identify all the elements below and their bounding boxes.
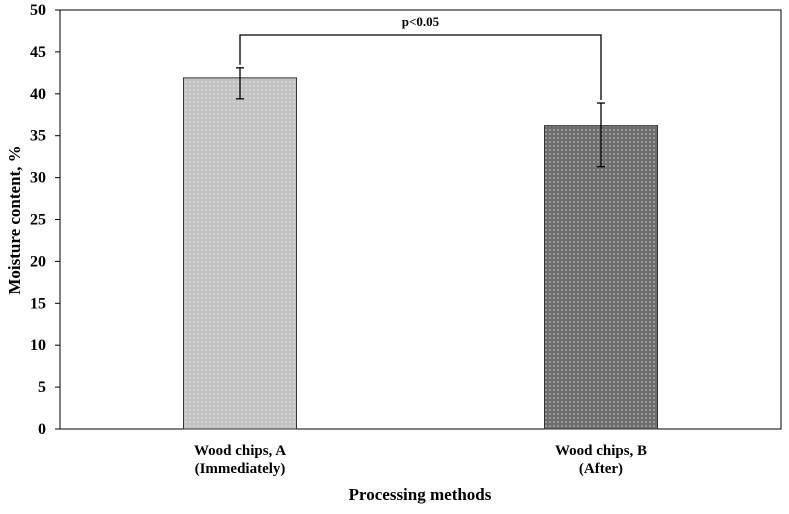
y-tick-label: 15 (30, 295, 46, 312)
y-tick-label: 30 (30, 170, 46, 187)
y-tick-label: 5 (38, 379, 46, 396)
bar (544, 125, 658, 430)
y-tick-label: 40 (30, 86, 46, 103)
y-tick-label: 45 (30, 44, 46, 61)
significance-bracket (239, 34, 602, 101)
significance-annotation: p<0.05 (239, 14, 602, 101)
x-category-label: Wood chips, A (194, 443, 286, 459)
x-category-label: Wood chips, B (555, 443, 647, 459)
plot-area-frame (59, 9, 782, 430)
x-axis-title: Processing methods (349, 485, 492, 504)
x-category-label: (After) (579, 461, 623, 477)
y-tick-label: 25 (30, 212, 46, 229)
y-tick-label: 35 (30, 128, 46, 145)
y-axis: 0 5 10 15 20 25 30 35 40 45 50 (30, 2, 60, 438)
bar (183, 77, 297, 430)
bars-group (183, 67, 658, 430)
y-axis-title: Moisture content, % (5, 145, 24, 294)
y-tick-label: 0 (38, 421, 46, 438)
y-tick-label: 20 (30, 253, 46, 270)
significance-label: p<0.05 (402, 14, 440, 29)
x-category-label: (Immediately) (195, 461, 286, 477)
y-tick-label: 10 (30, 337, 46, 354)
x-axis-labels: Wood chips, A (Immediately) Wood chips, B (… (194, 443, 647, 477)
y-tick-label: 50 (30, 2, 46, 19)
